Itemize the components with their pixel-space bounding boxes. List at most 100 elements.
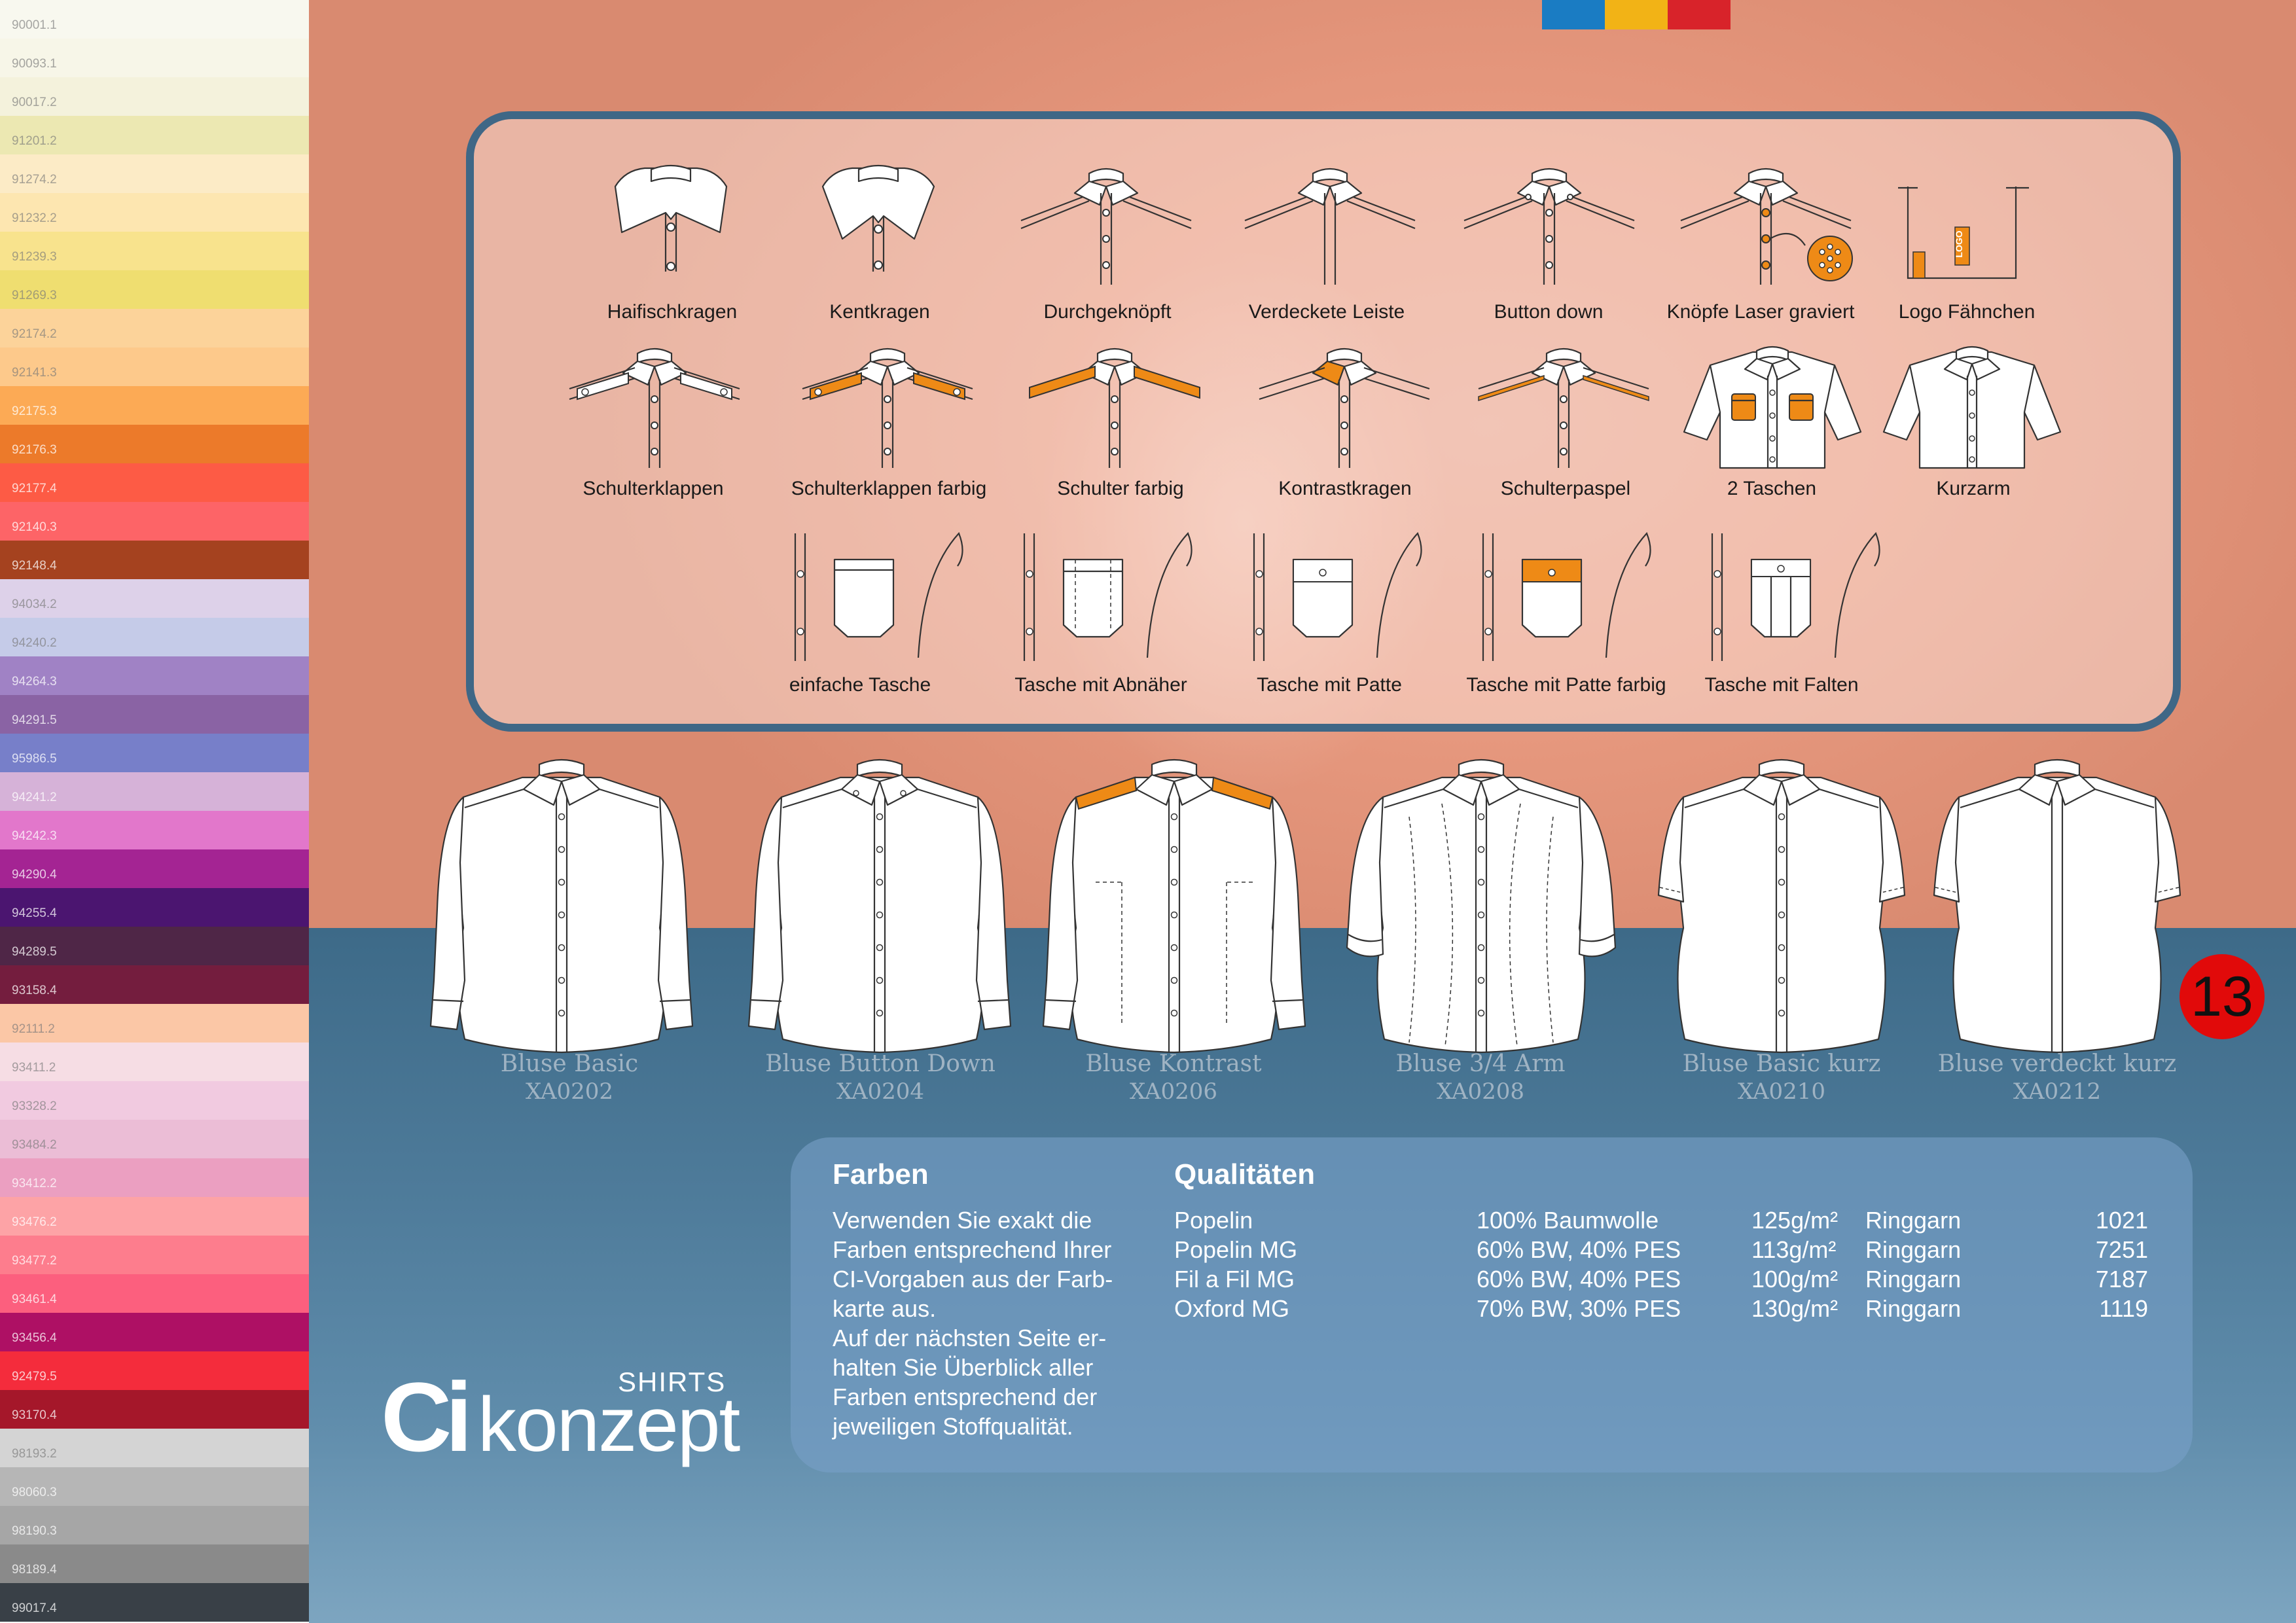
color-swatch: 91232.2 — [0, 193, 309, 232]
qualitaet-yarn: Ringgarn — [1865, 1236, 1962, 1263]
blouse-label: Bluse 3/4 Arm XA0208 — [1395, 1050, 1565, 1105]
color-swatch: 94242.3 — [0, 811, 309, 849]
color-swatch-code: 98189.4 — [12, 1563, 57, 1577]
blouse-label: Bluse Button Down XA0204 — [765, 1050, 996, 1105]
color-swatch-code: 90093.1 — [12, 57, 57, 71]
schulter-farbig-icon — [1029, 348, 1200, 468]
color-swatch-code: 92141.3 — [12, 366, 57, 380]
farben-line: Farben entsprechend Ihrer — [833, 1236, 1112, 1263]
blouse-code: XA0202 — [525, 1079, 614, 1105]
color-swatch: 94034.2 — [0, 579, 309, 618]
kontrastkragen-icon — [1259, 348, 1430, 468]
color-swatch: 92176.3 — [0, 425, 309, 463]
verdeckte-leiste-icon — [1244, 168, 1416, 285]
color-swatch: 94291.5 — [0, 695, 309, 734]
blouse-label: Bluse Basic kurz XA0210 — [1682, 1050, 1880, 1105]
color-swatch: 92174.2 — [0, 309, 309, 348]
qualitaet-name: Oxford MG — [1174, 1295, 1290, 1322]
color-swatch: 92479.5 — [0, 1351, 309, 1390]
color-swatch: 92148.4 — [0, 541, 309, 579]
color-swatch: 93328.2 — [0, 1081, 309, 1120]
color-swatch: 93170.4 — [0, 1390, 309, 1429]
color-swatch: 98190.3 — [0, 1506, 309, 1544]
color-swatch-code: 92177.4 — [12, 482, 57, 495]
detail-label: Tasche mit Abnäher — [1014, 674, 1187, 696]
durchgeknoepft-icon — [1020, 168, 1192, 285]
color-swatch: 90001.1 — [0, 0, 309, 39]
color-swatch-code: 94255.4 — [12, 906, 57, 920]
color-swatch-code: 92111.2 — [12, 1022, 55, 1036]
detail-label: 2 Taschen — [1727, 478, 1817, 499]
color-swatch: 94240.2 — [0, 618, 309, 656]
blouse-name: Bluse verdeckt kurz — [1937, 1050, 2177, 1077]
farben-line: karte aus. — [833, 1295, 937, 1322]
blouse-label: Bluse Kontrast XA0206 — [1085, 1050, 1261, 1105]
color-swatch-code: 94290.4 — [12, 868, 57, 882]
svg-text:LOGO: LOGO — [1954, 230, 1964, 257]
qualitaet-number: 1021 — [2095, 1207, 2148, 1234]
farben-line: halten Sie Überblick aller — [833, 1354, 1094, 1381]
detail-label: Schulterpaspel — [1500, 478, 1631, 499]
color-swatch: 93484.2 — [0, 1120, 309, 1158]
tasche-abnaeher-icon — [1023, 531, 1193, 661]
color-swatch: 91269.3 — [0, 270, 309, 309]
color-swatch-code: 90017.2 — [12, 96, 57, 109]
qualitaet-weight: 100g/m² — [1751, 1266, 1839, 1293]
detail-label: Haifischkragen — [607, 301, 738, 323]
color-swatch: 95986.5 — [0, 734, 309, 772]
blouse-name: Bluse Kontrast — [1085, 1050, 1262, 1077]
color-swatch-code: 94242.3 — [12, 829, 57, 843]
color-swatch: 93461.4 — [0, 1274, 309, 1313]
color-bar-segment — [1542, 0, 1605, 29]
color-swatch-column: 90001.1 90093.1 90017.2 91201.2 91274.2 91232… — [0, 0, 309, 1623]
color-swatch: 94241.2 — [0, 772, 309, 811]
blouse-drawing — [1042, 758, 1306, 1054]
detail-label: Schulter farbig — [1057, 478, 1184, 499]
color-swatch-code: 90001.1 — [12, 18, 57, 32]
button-down-icon — [1463, 168, 1635, 285]
color-swatch: 93456.4 — [0, 1313, 309, 1351]
blouse-label: Bluse verdeckt kurz XA0212 — [1938, 1050, 2177, 1105]
color-swatch-code: 92174.2 — [12, 327, 57, 341]
color-swatch: 94264.3 — [0, 656, 309, 695]
color-swatch-code: 95986.5 — [12, 752, 57, 766]
detail-label: Tasche mit Falten — [1704, 674, 1859, 696]
tasche-patte-icon — [1253, 531, 1422, 661]
color-swatch-code: 92175.3 — [12, 404, 57, 418]
blouse-code: XA0210 — [1737, 1079, 1826, 1105]
color-bar-segment — [1605, 0, 1668, 29]
detail-label: Tasche mit Patte farbig — [1466, 674, 1666, 696]
color-swatch: 98060.3 — [0, 1467, 309, 1506]
logo-konzept: konzept — [478, 1382, 740, 1468]
color-swatch: 91239.3 — [0, 232, 309, 270]
detail-label: einfache Tasche — [789, 674, 931, 696]
detail-label: Kurzarm — [1936, 478, 2011, 499]
detail-label: Kontrastkragen — [1278, 478, 1412, 499]
blouse-drawing — [747, 758, 1012, 1054]
color-swatch-code: 91201.2 — [12, 134, 57, 148]
detail-label: Logo Fähnchen — [1898, 301, 2036, 323]
color-swatch-code: 92479.5 — [12, 1370, 57, 1383]
color-bar-segment — [1668, 0, 1731, 29]
color-swatch-code: 94034.2 — [12, 597, 57, 611]
qualitaet-number: 1119 — [2099, 1295, 2148, 1322]
qualitaet-composition: 60% BW, 40% PES — [1477, 1266, 1681, 1293]
color-swatch-code: 98060.3 — [12, 1486, 57, 1499]
qualitaet-weight: 130g/m² — [1751, 1295, 1839, 1322]
color-swatch-code: 94241.2 — [12, 791, 57, 804]
blouse-drawing — [1933, 758, 2181, 1054]
blouse-name: Bluse Basic kurz — [1682, 1050, 1881, 1077]
detail-label: Schulterklappen — [583, 478, 724, 499]
einfache-tasche-icon — [794, 531, 963, 661]
color-swatch-code: 93456.4 — [12, 1331, 57, 1345]
farben-line: CI-Vorgaben aus der Farb- — [833, 1266, 1113, 1293]
qualitaet-composition: 70% BW, 30% PES — [1477, 1295, 1681, 1322]
color-swatch-code: 93411.2 — [12, 1061, 56, 1075]
qualitaet-yarn: Ringgarn — [1865, 1295, 1962, 1322]
color-swatch: 93412.2 — [0, 1158, 309, 1197]
qualitaet-composition: 60% BW, 40% PES — [1477, 1236, 1681, 1263]
color-swatch-code: 93461.4 — [12, 1293, 57, 1306]
tasche-patte-farbig-icon — [1482, 531, 1651, 661]
farben-line: Auf der nächsten Seite er- — [833, 1325, 1107, 1351]
color-swatch-code: 93476.2 — [12, 1215, 57, 1229]
